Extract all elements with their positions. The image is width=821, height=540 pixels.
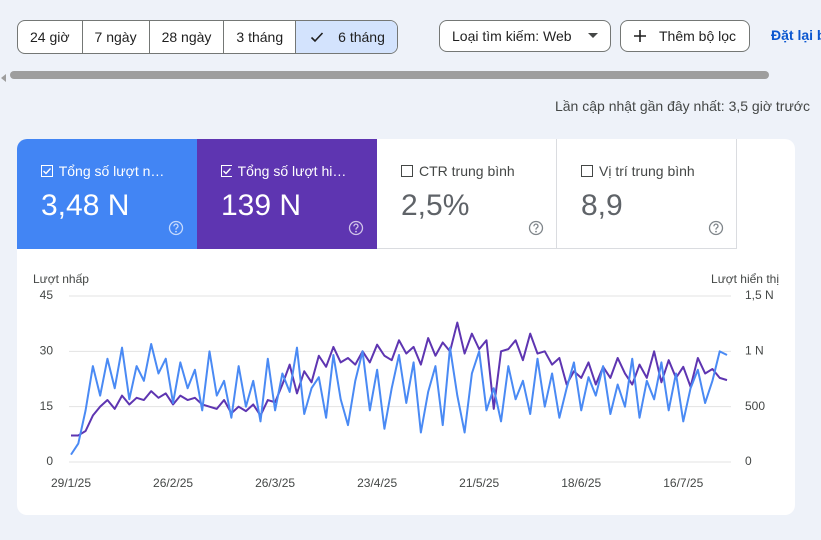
series-line [71,321,728,437]
x-tick-label: 26/3/25 [255,476,295,490]
x-tick-label: 18/6/25 [561,476,601,490]
y2-tick-label: 500 [745,399,765,413]
dropdown-label: Loại tìm kiếm: Web [452,28,572,44]
range-chip[interactable]: 24 giờ [18,21,83,53]
x-tick-label: 23/4/25 [357,476,397,490]
y2-axis-title: Lượt hiển thị [711,272,779,286]
metric-tile[interactable]: Tổng số lượt hiển thị 139 N [197,139,377,249]
checkbox [221,165,232,177]
help-icon[interactable] [348,220,364,236]
x-tick-label: 26/2/25 [153,476,193,490]
checkbox [401,165,413,177]
dropdown-arrow [588,33,598,38]
date-range-chips: 24 giờ 7 ngày 28 ngày 3 tháng 6 tháng [17,20,398,54]
metric-label: Vị trí trung bình [581,163,711,179]
range-chip[interactable]: 28 ngày [150,21,225,53]
x-tick-label: 16/7/25 [663,476,703,490]
metric-label: CTR trung bình [401,163,531,179]
add-filter-button[interactable]: Thêm bộ lọc [620,20,750,52]
metric-value: 2,5% [401,189,470,222]
metric-label: Tổng số lượt hiển thị [221,163,351,179]
reset-filters-link[interactable]: Đặt lại bộ lọc [771,27,821,43]
metric-value: 8,9 [581,189,623,222]
series-line [70,342,728,456]
scroll-arrow-icon [1,74,6,82]
y2-tick-label: 0 [745,454,752,468]
checkbox [581,165,593,177]
y-tick-label: 30 [40,344,54,358]
range-chip-selected[interactable]: 6 tháng [296,21,397,53]
help-icon[interactable] [528,220,544,236]
metric-label: Tổng số lượt nhấp [41,163,171,179]
range-label: 6 tháng [338,29,385,45]
last-updated: Lần cập nhật gần đây nhất: 3,5 giờ trước [554,98,810,114]
checkbox [41,165,53,177]
help-icon[interactable] [708,220,724,236]
range-chip[interactable]: 3 tháng [224,21,297,53]
range-chip[interactable]: 7 ngày [83,21,150,53]
check-icon [311,32,324,43]
metric-value: 139 N [221,189,302,222]
y-tick-label: 15 [40,399,54,413]
metric-tile[interactable]: CTR trung bình 2,5% [377,139,557,249]
x-tick-label: 29/1/25 [51,476,91,490]
search-type-dropdown[interactable]: Loại tìm kiếm: Web [439,20,611,52]
help-icon[interactable] [168,220,184,236]
metric-tile[interactable]: Tổng số lượt nhấp 3,48 N [17,139,197,249]
plus-icon [634,30,646,42]
y-axis-title: Lượt nhấp [33,272,89,286]
y2-tick-label: 1 N [745,344,764,358]
scrollbar-thumb[interactable] [10,71,769,79]
x-tick-label: 21/5/25 [459,476,499,490]
performance-card: Tổng số lượt nhấp 3,48 N Tổng số lượt hi… [17,139,795,515]
y-tick-label: 0 [46,454,53,468]
y2-tick-label: 1,5 N [745,288,774,302]
button-label: Thêm bộ lọc [659,28,737,44]
metric-value: 3,48 N [41,189,130,222]
y-tick-label: 45 [40,288,54,302]
metric-tile[interactable]: Vị trí trung bình 8,9 [557,139,737,249]
scroll-arrow[interactable] [0,70,8,82]
